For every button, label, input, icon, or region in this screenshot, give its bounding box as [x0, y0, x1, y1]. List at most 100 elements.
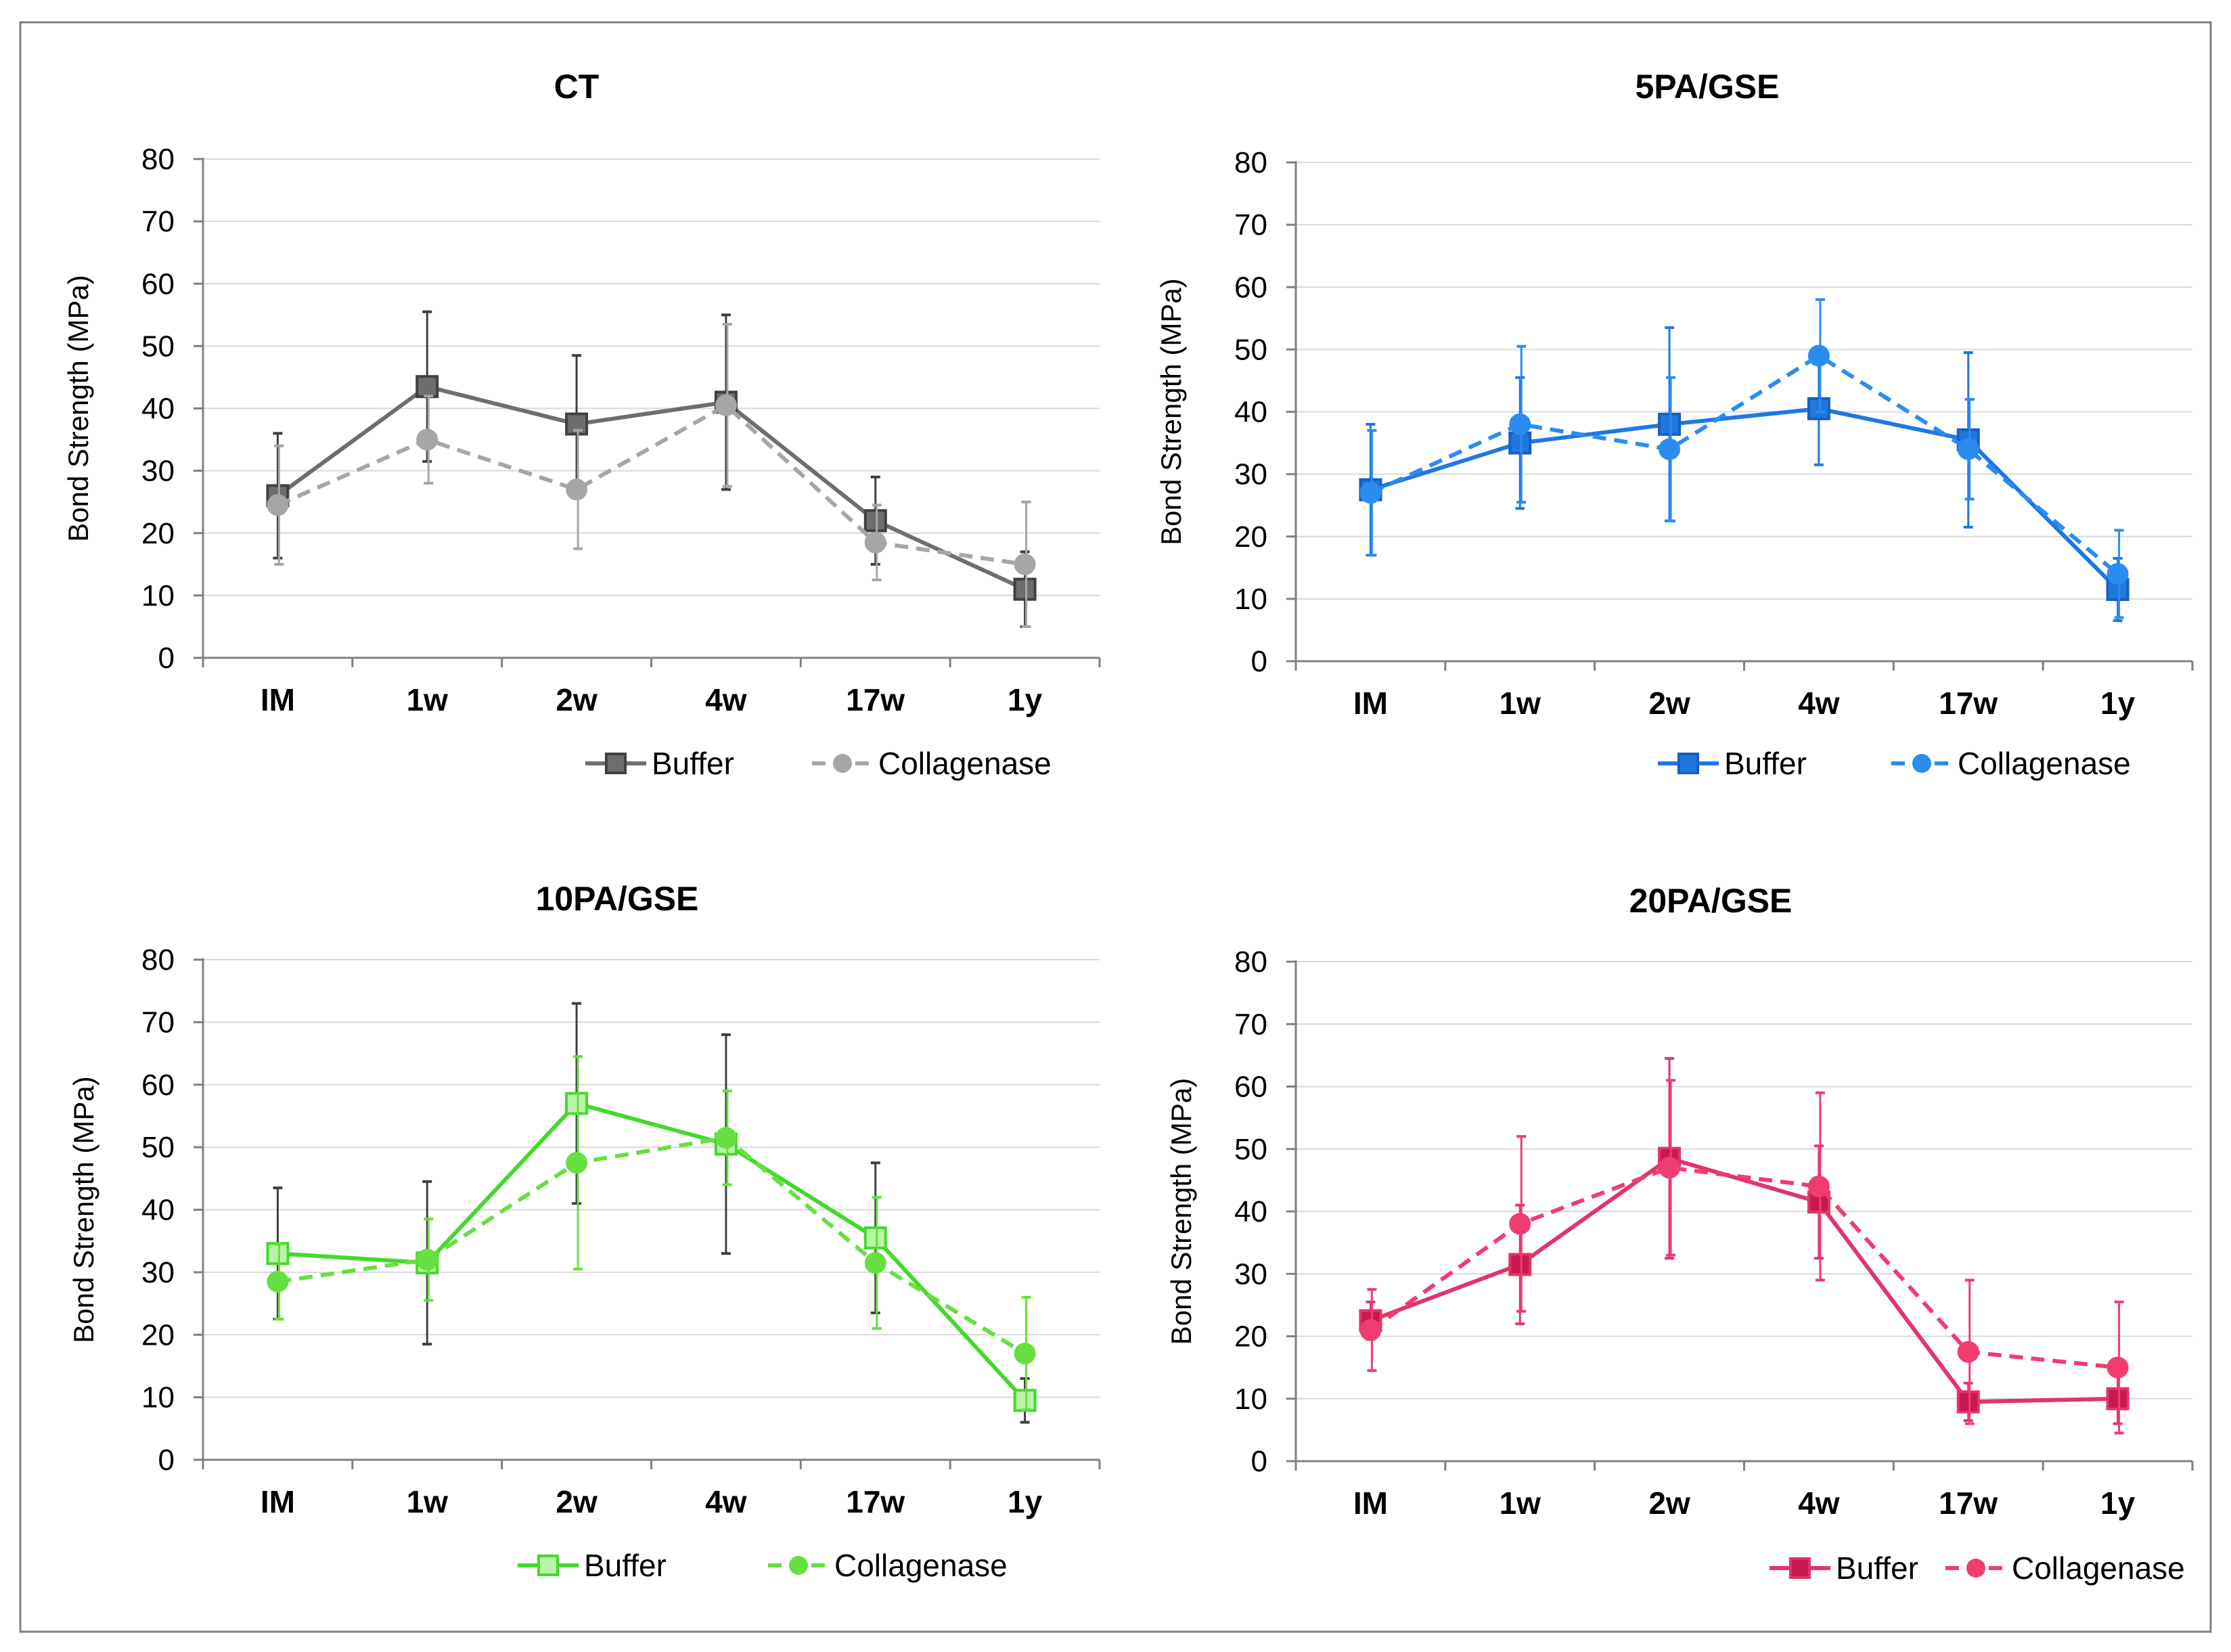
chart-panel-5pa-gse: 5PA/GSE 0 10 20 30 40 50 60 70 80 IM 1w 2w 4w 17w 1y Bon… [1155, 68, 2194, 781]
data-point [1013, 1389, 1037, 1412]
legend-marker [1966, 1559, 1985, 1578]
series-line [1369, 1165, 2118, 1370]
x-tick-label: 17w [846, 1484, 905, 1519]
y-tick-label: 20 [1234, 1320, 1267, 1354]
x-tick-label: 1y [2100, 686, 2136, 721]
chart-title: 20PA/GSE [1629, 882, 1793, 920]
series-collagenase [1359, 1079, 2129, 1435]
legend-label: Collagenase [1958, 746, 2131, 781]
series-line [277, 403, 1026, 566]
y-tick-label: 0 [1251, 645, 1267, 678]
series-collagenase [267, 323, 1036, 628]
data-point [1014, 553, 1036, 575]
y-axis-label: Bond Strength (MPa) [1155, 278, 1187, 545]
y-tick-label: 20 [1234, 520, 1267, 554]
chart-panel-20pa-gse: 20PA/GSE 0 10 20 30 40 50 60 70 80 IM 1w 2w 4w 17w 1y Bo… [1165, 882, 2194, 1586]
y-tick-label: 50 [141, 330, 175, 363]
y-tick-label: 50 [141, 1131, 175, 1164]
data-point [1807, 397, 1830, 420]
y-axis-label: Bond Strength (MPa) [68, 1076, 99, 1343]
legend-marker [1789, 1557, 1811, 1579]
series-line [277, 1101, 1027, 1402]
x-tick-label: 17w [1939, 686, 1998, 721]
y-tick-label: 70 [141, 1006, 175, 1039]
x-tick-label: IM [1353, 1486, 1388, 1521]
data-point [2106, 1387, 2129, 1410]
data-point [2106, 563, 2129, 585]
legend-label: Buffer [1724, 746, 1807, 781]
x-tick-label: 1w [407, 682, 449, 717]
chart-panels: CT 0 10 20 30 40 50 60 70 80 IM 1w 2w 4w 17w 1y Bond Str… [62, 68, 2194, 1586]
series-line [1370, 1156, 2118, 1404]
data-point [864, 1252, 886, 1274]
data-point [416, 1249, 438, 1271]
data-point [1013, 577, 1037, 601]
legend-marker [1912, 754, 1931, 773]
data-point [1956, 1390, 1980, 1414]
series-line [1370, 353, 2119, 576]
data-point [1807, 344, 1830, 367]
data-point [1807, 1176, 1830, 1198]
x-tick-label: 1y [1008, 682, 1043, 717]
x-tick-label: 2w [1648, 686, 1690, 721]
y-tick-label: 40 [141, 1194, 175, 1227]
y-tick-label: 10 [141, 579, 175, 612]
y-tick-label: 40 [1234, 396, 1267, 429]
y-tick-label: 30 [141, 455, 175, 488]
y-tick-label: 30 [1234, 1257, 1267, 1291]
data-point [1509, 413, 1531, 435]
figure-border [19, 21, 2212, 1633]
data-point [266, 1242, 290, 1266]
data-point [864, 531, 886, 554]
y-tick-label: 30 [141, 1256, 175, 1289]
y-tick-label: 30 [1234, 458, 1267, 491]
data-point [715, 1127, 737, 1149]
y-tick-label: 0 [1251, 1445, 1267, 1478]
y-tick-label: 20 [141, 1318, 175, 1352]
series-buffer [266, 1002, 1037, 1424]
x-tick-label: 4w [1798, 686, 1840, 721]
x-tick-label: IM [261, 682, 295, 717]
data-point [415, 375, 439, 399]
legend-label: Collagenase [834, 1548, 1008, 1583]
data-point [715, 394, 737, 416]
y-tick-label: 80 [141, 943, 175, 977]
data-point [1359, 1319, 1382, 1341]
data-point [1659, 1157, 1681, 1179]
y-tick-label: 10 [141, 1381, 175, 1414]
legend: Buffer Collagenase [1770, 1550, 2185, 1586]
y-tick-label: 10 [1234, 583, 1267, 616]
legend-marker [537, 1555, 559, 1576]
y-tick-label: 60 [1234, 271, 1267, 304]
x-tick-label: 2w [1648, 1486, 1690, 1521]
data-point [267, 494, 289, 516]
x-tick-label: 2w [556, 682, 598, 717]
y-tick-label: 80 [1234, 945, 1267, 979]
legend-label: Buffer [1836, 1550, 1918, 1586]
data-point [566, 1152, 588, 1174]
data-point [1014, 1342, 1036, 1364]
chart-panel-10pa-gse: 10PA/GSE 0 10 20 30 40 50 60 70 80 IM 1w 2w 4w 17w 1y Bo… [68, 880, 1101, 1583]
chart-title: 10PA/GSE [536, 880, 699, 918]
y-tick-label: 10 [1234, 1383, 1267, 1416]
legend: Buffer Collagenase [1658, 746, 2131, 781]
legend: Buffer Collagenase [518, 1548, 1008, 1583]
series-collagenase [267, 1055, 1036, 1412]
legend-marker [789, 1556, 808, 1575]
y-tick-label: 70 [141, 205, 175, 238]
y-tick-label: 0 [158, 1444, 175, 1477]
x-tick-label: 1y [2100, 1486, 2136, 1521]
legend: Buffer Collagenase [585, 746, 1052, 781]
y-tick-label: 40 [1234, 1195, 1267, 1228]
y-tick-label: 80 [1234, 146, 1267, 179]
legend-label: Buffer [584, 1548, 667, 1583]
y-tick-label: 40 [141, 393, 175, 426]
data-point [566, 478, 588, 501]
data-point [1957, 1341, 1979, 1363]
x-tick-label: 1w [407, 1484, 449, 1519]
chart-panel-ct: CT 0 10 20 30 40 50 60 70 80 IM 1w 2w 4w 17w 1y Bond Str… [62, 68, 1101, 781]
y-tick-label: 70 [1234, 1008, 1267, 1041]
legend-marker [833, 754, 852, 773]
x-tick-label: 17w [846, 682, 905, 717]
series-line [1370, 406, 2119, 591]
